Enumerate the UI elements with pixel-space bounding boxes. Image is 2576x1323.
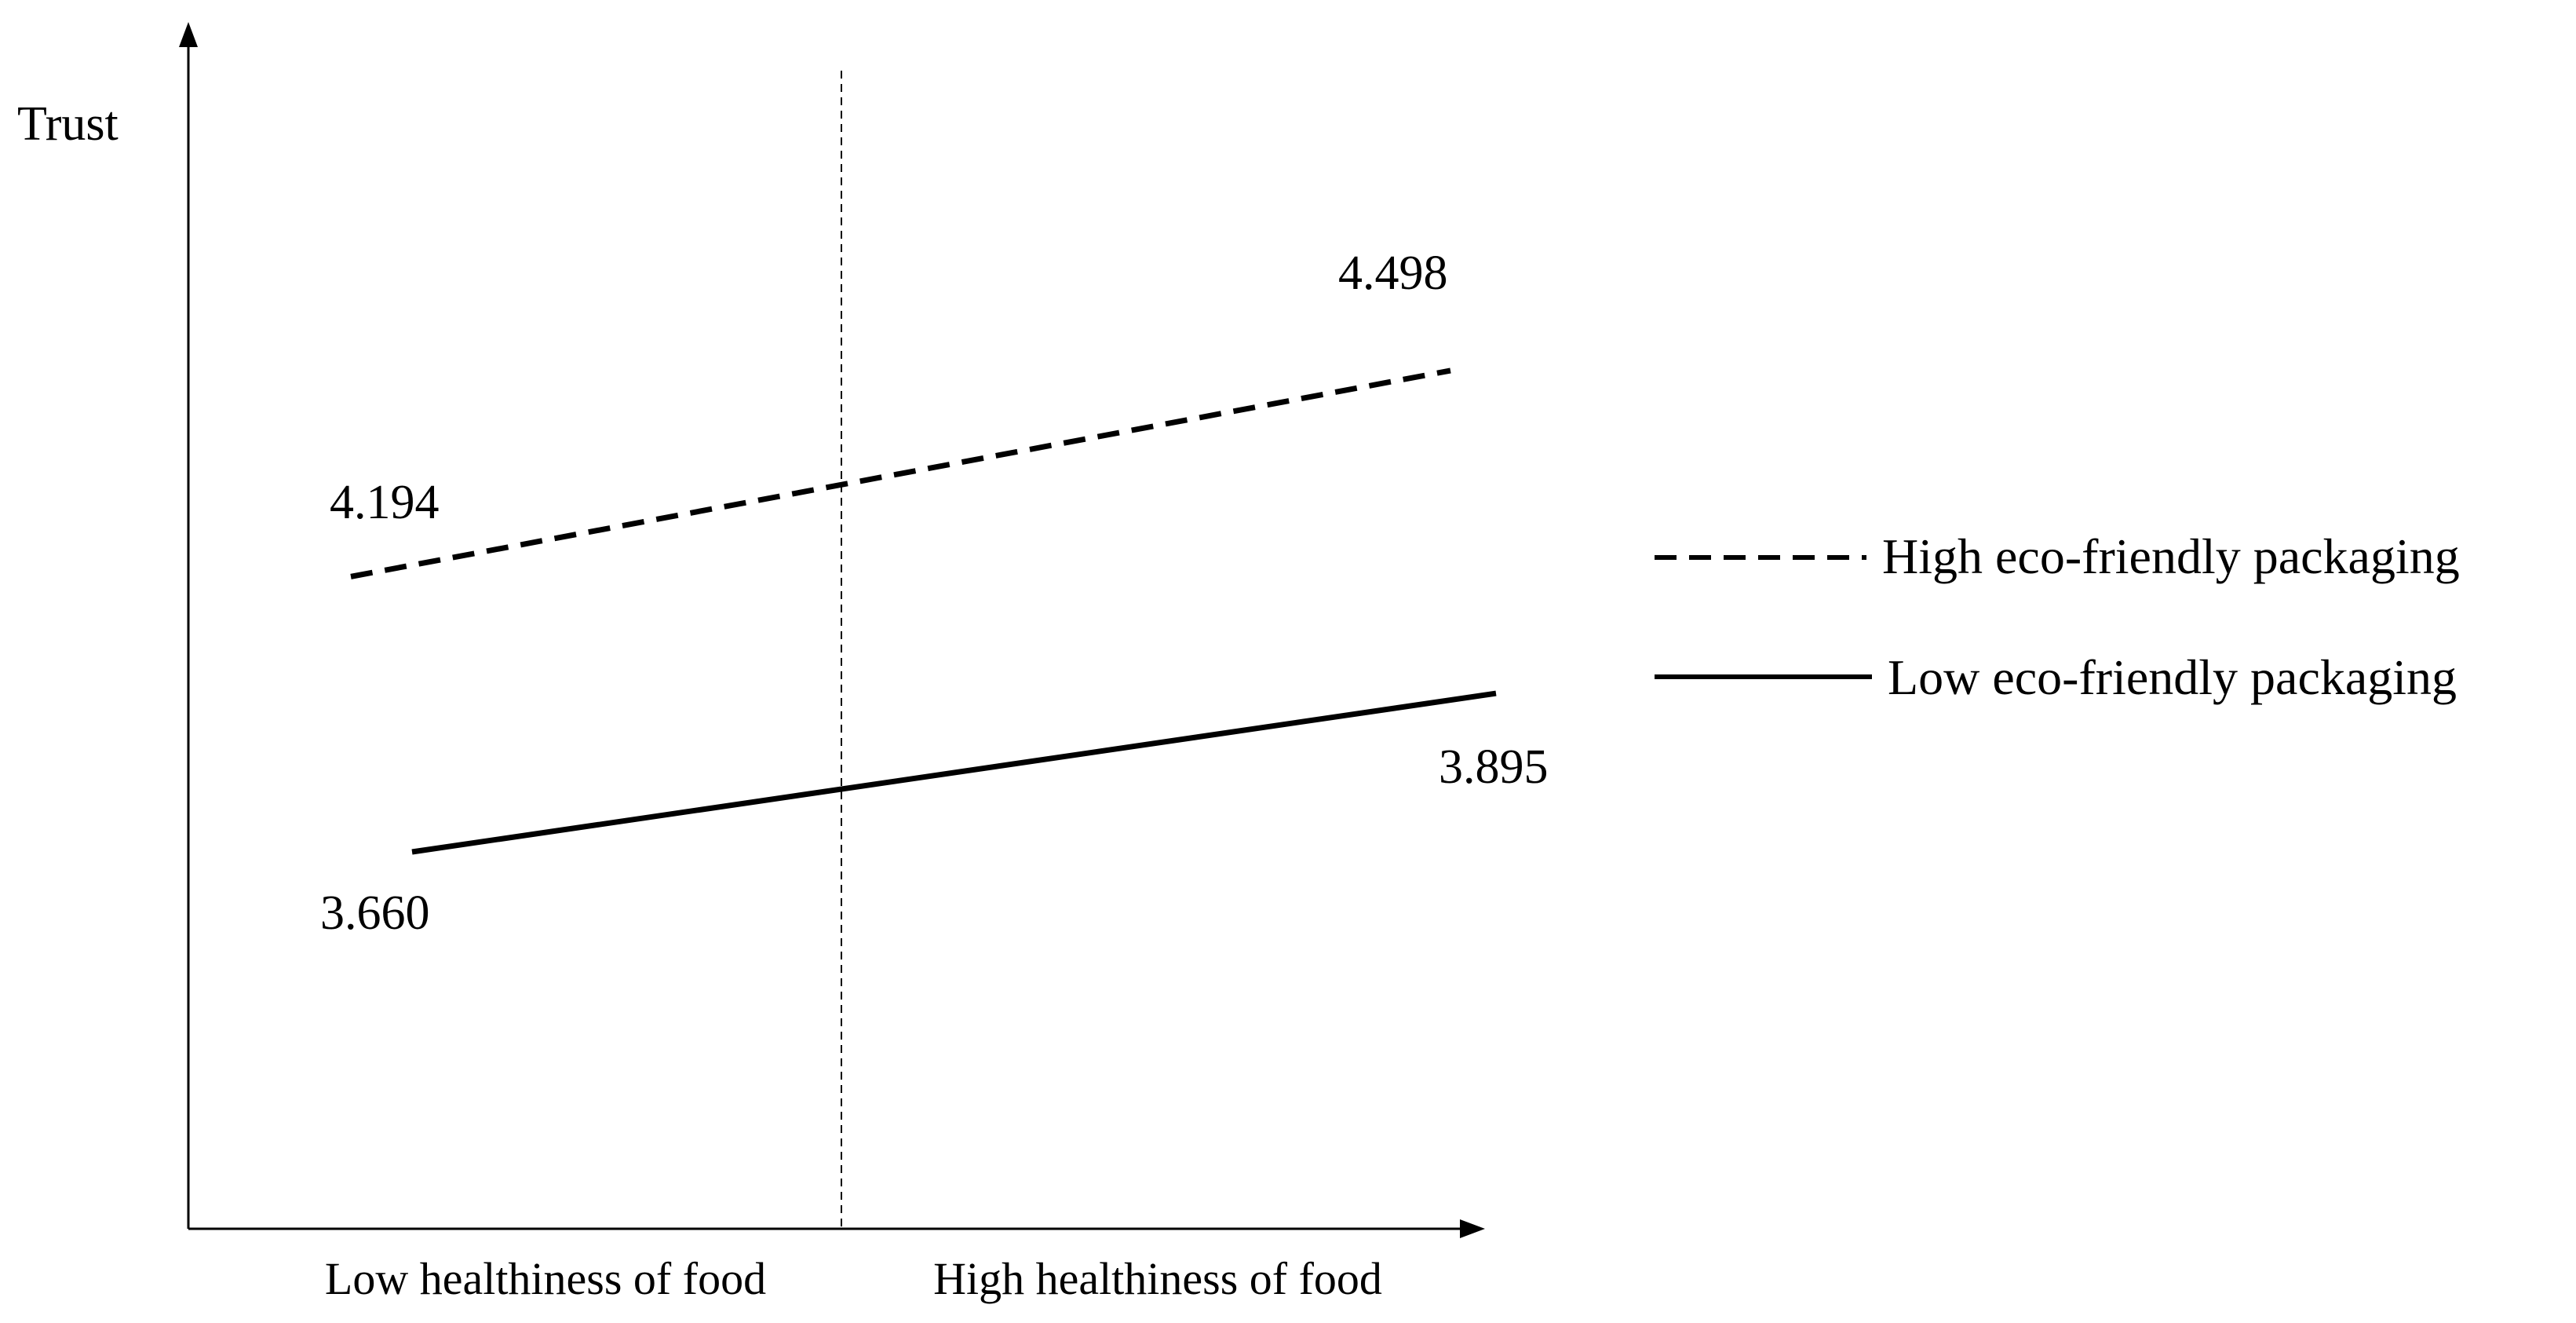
legend-label-high-eco: High eco-friendly packaging [1882,528,2460,584]
data-label-low-low: 3.660 [320,886,430,940]
series-line-low-eco [411,690,1497,855]
data-label-high-high: 4.498 [1338,247,1448,300]
x-tick-label-high: High healthiness of food [933,1253,1382,1304]
data-label-low-high: 3.895 [1439,740,1549,794]
x-axis-arrow-icon [1460,1219,1485,1238]
y-axis-arrow-icon [179,22,198,47]
legend-label-low-eco: Low eco-friendly packaging [1888,649,2457,705]
legend: High eco-friendly packaging Low eco-frie… [1655,528,2460,705]
data-label-high-low: 4.194 [330,476,440,529]
series-line-high-eco [350,367,1451,579]
x-tick-label-low: Low healthiness of food [325,1253,766,1304]
y-axis-label: Trust [17,97,119,151]
